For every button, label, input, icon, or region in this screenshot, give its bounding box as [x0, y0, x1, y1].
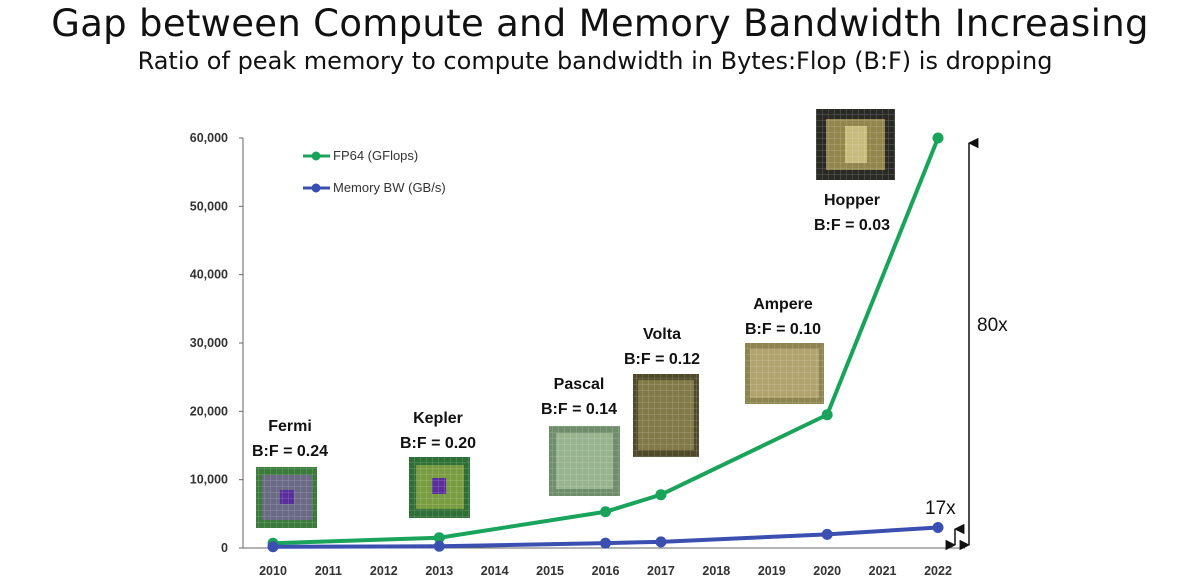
- fp64-point: [433, 532, 445, 544]
- x-tick-label: 2020: [813, 564, 841, 578]
- x-tick-label: 2010: [259, 564, 287, 578]
- y-tick-label: 20,000: [190, 404, 228, 418]
- legend: FP64 (GFlops) Memory BW (GB/s): [303, 148, 446, 195]
- slide-subtitle: Ratio of peak memory to compute bandwidt…: [137, 47, 1053, 75]
- y-tick-label: 40,000: [190, 268, 228, 282]
- fp64-point: [600, 506, 611, 518]
- y-tick-label: 10,000: [190, 473, 228, 487]
- fermi-die-image: [256, 467, 317, 528]
- y-tick-label: 0: [221, 541, 228, 555]
- x-axis-ticks: 2010 2011 2012 2013 2014 2015 2016 2017 2018 2019…: [259, 564, 952, 578]
- y-tick-label: 30,000: [190, 336, 228, 350]
- legend-memory-marker: [311, 183, 321, 193]
- x-tick-label: 2018: [702, 564, 730, 578]
- x-tick-label: 2015: [536, 564, 564, 578]
- x-tick-label: 2017: [647, 564, 675, 578]
- generation-name-pascal: Pascal: [554, 376, 605, 393]
- x-tick-label: 2022: [924, 564, 952, 578]
- memory-bw-point: [932, 522, 944, 533]
- generation-name-ampere: Ampere: [753, 296, 813, 313]
- x-tick-label: 2019: [758, 564, 786, 578]
- generation-name-kepler: Kepler: [413, 410, 463, 427]
- pascal-die-image: [549, 426, 620, 496]
- fp64-point: [821, 409, 833, 421]
- generation-ratio-fermi: B:F = 0.24: [252, 443, 328, 460]
- fp64-point: [655, 489, 667, 501]
- x-tick-label: 2012: [370, 564, 398, 578]
- slide-title: Gap between Compute and Memory Bandwidth…: [51, 2, 1149, 45]
- memory-bw-line: [272, 525, 939, 549]
- fp64-line: [272, 137, 940, 546]
- volta-die-image: [633, 374, 699, 457]
- memory-bw-point: [821, 528, 833, 540]
- generation-name-hopper: Hopper: [824, 192, 880, 209]
- y-axis-ticks: 0 10,000 20,000 30,000 40,000 50,000 60,000: [190, 131, 243, 555]
- x-tick-label: 2011: [315, 564, 342, 578]
- generation-ratio-volta: B:F = 0.12: [624, 351, 700, 368]
- generation-ratio-kepler: B:F = 0.20: [400, 435, 476, 452]
- y-tick-label: 60,000: [190, 131, 228, 145]
- generation-name-volta: Volta: [643, 326, 681, 343]
- generation-name-fermi: Fermi: [268, 418, 312, 435]
- memory-gap-label: 17x: [925, 498, 956, 519]
- x-tick-label: 2016: [592, 564, 620, 578]
- x-tick-label: 2013: [425, 564, 453, 578]
- hopper-die-image: [816, 109, 895, 180]
- memory-bw-point: [433, 540, 445, 552]
- x-tick-label: 2014: [481, 564, 509, 578]
- generation-ratio-ampere: B:F = 0.10: [745, 321, 821, 338]
- memory-bw-point: [600, 537, 611, 549]
- kepler-die-image: [409, 457, 470, 518]
- legend-fp64-label: FP64 (GFlops): [333, 148, 418, 163]
- generation-annotations: Fermi B:F = 0.24 Kepler B:F = 0.20 Pascal B:F…: [252, 192, 890, 460]
- legend-fp64-marker: [311, 151, 321, 161]
- generation-ratio-hopper: B:F = 0.03: [814, 217, 890, 234]
- memory-bw-point: [655, 536, 667, 548]
- x-tick-label: 2021: [869, 564, 897, 578]
- y-tick-label: 50,000: [190, 199, 228, 213]
- memory-bw-point: [267, 541, 279, 553]
- memory-bw-points: [267, 522, 944, 553]
- fp64-point: [932, 132, 944, 144]
- compute-gap-label: 80x: [977, 315, 1008, 336]
- ampere-die-image: [745, 343, 824, 404]
- legend-memory-label: Memory BW (GB/s): [333, 180, 446, 195]
- generation-ratio-pascal: B:F = 0.14: [541, 401, 617, 418]
